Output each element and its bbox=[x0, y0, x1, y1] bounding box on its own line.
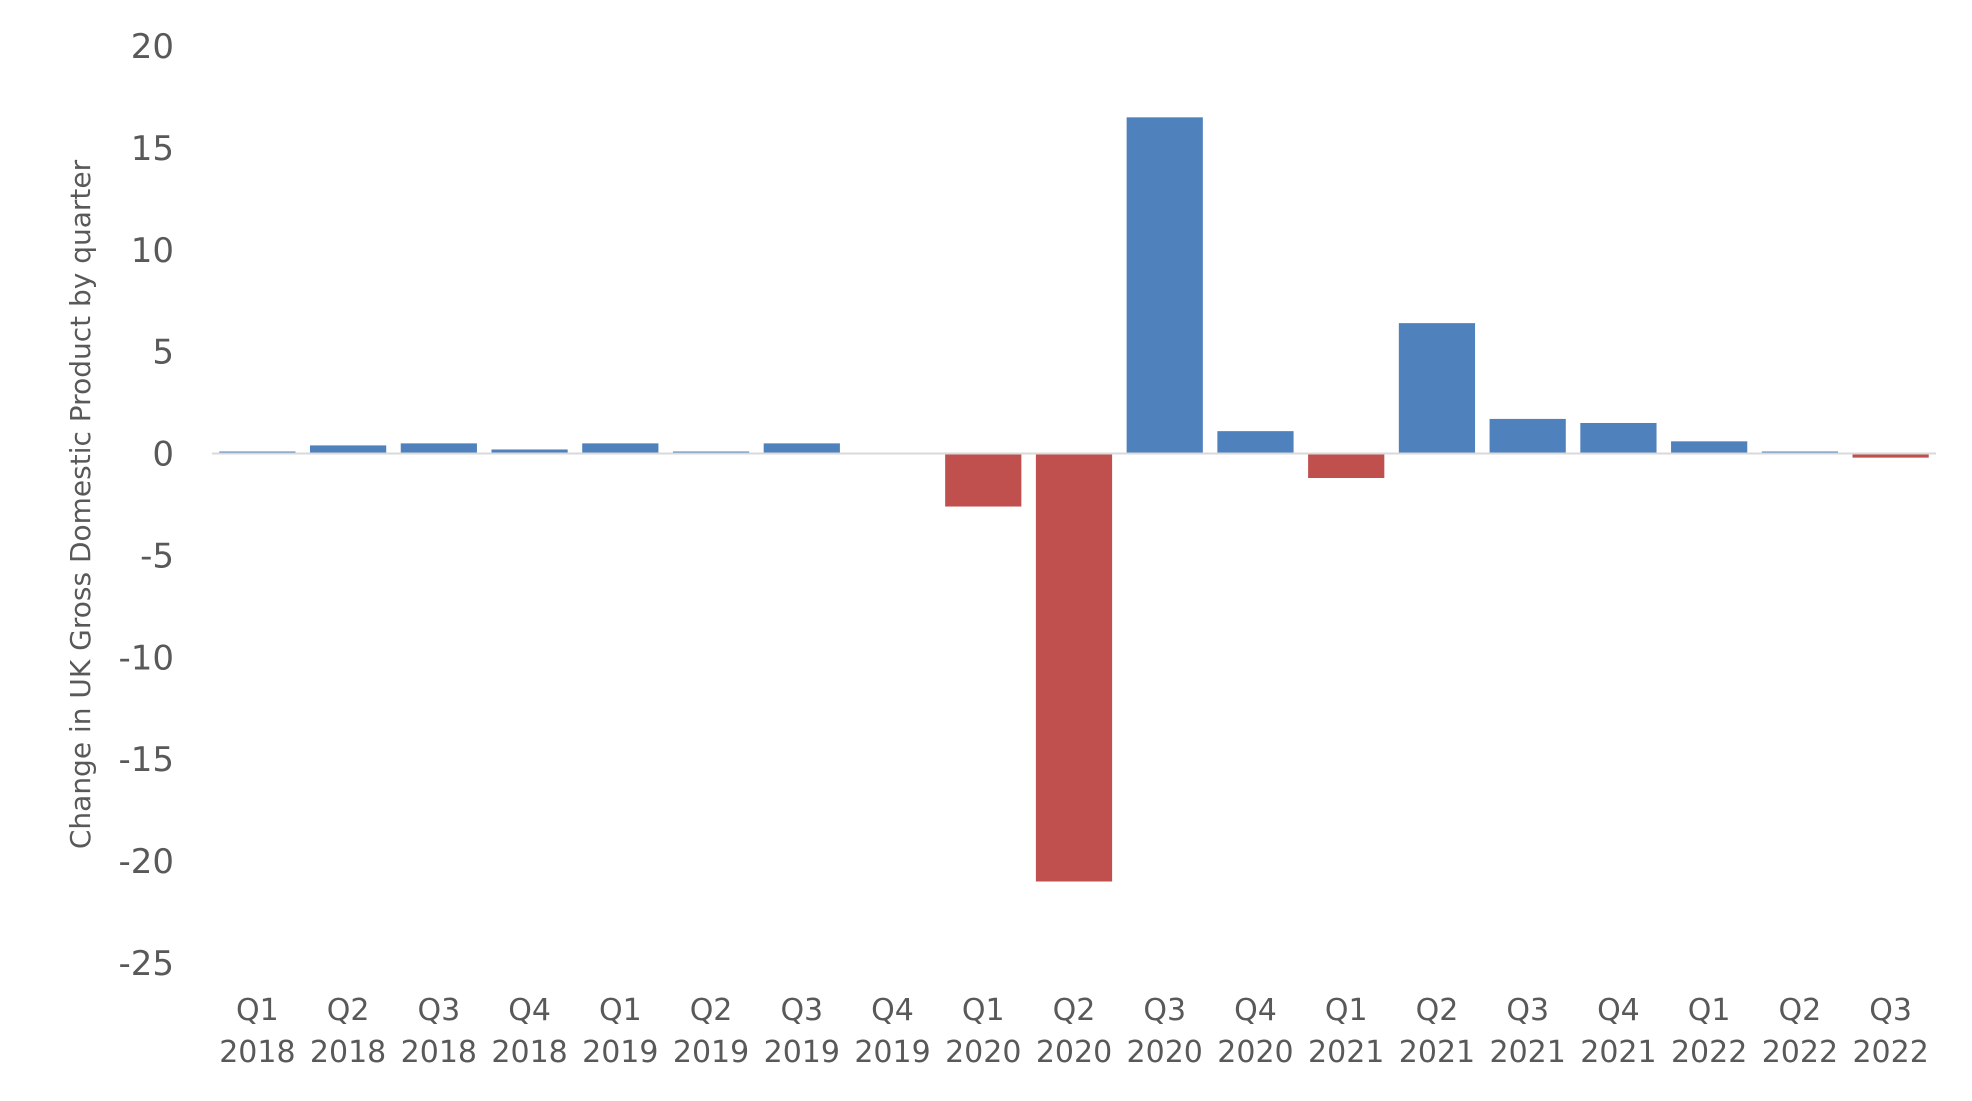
bar-q1-2018 bbox=[219, 451, 296, 454]
bar-q2-2018 bbox=[309, 445, 387, 454]
bar-q3-2021 bbox=[1489, 418, 1566, 454]
x-tick-quarter: Q3 bbox=[1506, 993, 1549, 1028]
x-tick-quarter: Q4 bbox=[1234, 993, 1277, 1028]
bar-q3-2022 bbox=[1852, 453, 1929, 458]
x-tick-year: 2020 bbox=[1127, 1035, 1203, 1070]
x-tick-year: 2020 bbox=[1217, 1035, 1293, 1070]
x-tick-quarter: Q4 bbox=[508, 993, 551, 1028]
bar-q3-2020 bbox=[1126, 117, 1203, 454]
bar-q4-2021 bbox=[1580, 422, 1657, 454]
x-axis-labels: Q1 2018 Q2 2018 Q3 2018 Q4 2018 Q1 2019 Q2 2019 Q3 20… bbox=[219, 993, 1929, 1070]
bar-q3-2018 bbox=[400, 443, 477, 454]
x-tick-quarter: Q3 bbox=[780, 993, 823, 1028]
x-tick-quarter: Q2 bbox=[1053, 993, 1096, 1028]
x-tick-year: 2019 bbox=[673, 1035, 749, 1070]
y-tick-label: -20 bbox=[118, 842, 174, 882]
bar-q1-2022 bbox=[1671, 441, 1748, 454]
bar-q3-2019 bbox=[763, 443, 840, 454]
x-tick-year: 2021 bbox=[1308, 1035, 1384, 1070]
x-tick-year: 2021 bbox=[1490, 1035, 1566, 1070]
x-tick-quarter: Q3 bbox=[1869, 993, 1912, 1028]
x-tick-quarter: Q1 bbox=[1688, 993, 1731, 1028]
y-tick-label: -5 bbox=[140, 536, 174, 576]
bar-q1-2019 bbox=[582, 443, 659, 454]
x-tick-quarter: Q2 bbox=[327, 993, 370, 1028]
x-tick-quarter: Q1 bbox=[599, 993, 642, 1028]
y-tick-label: 10 bbox=[131, 231, 174, 271]
x-tick-year: 2022 bbox=[1852, 1035, 1928, 1070]
bar-q4-2018 bbox=[491, 449, 568, 454]
x-tick-year: 2018 bbox=[401, 1035, 477, 1070]
y-axis-title: Change in UK Gross Domestic Product by q… bbox=[64, 159, 97, 849]
y-axis-ticks: 20 15 10 5 0 -5 -10 -15 -20 -25 bbox=[118, 27, 174, 984]
x-tick-year: 2022 bbox=[1671, 1035, 1747, 1070]
y-tick-label: 20 bbox=[131, 27, 174, 67]
x-tick-quarter: Q2 bbox=[1779, 993, 1822, 1028]
x-tick-year: 2018 bbox=[310, 1035, 386, 1070]
x-tick-year: 2021 bbox=[1399, 1035, 1475, 1070]
bar-q2-2022 bbox=[1761, 451, 1839, 454]
bar-q1-2020 bbox=[945, 453, 1022, 507]
x-tick-year: 2018 bbox=[219, 1035, 295, 1070]
y-tick-label: 0 bbox=[152, 435, 174, 475]
bar-q1-2021 bbox=[1308, 453, 1385, 479]
x-tick-year: 2020 bbox=[945, 1035, 1021, 1070]
y-tick-label: 15 bbox=[131, 129, 174, 169]
x-tick-quarter: Q1 bbox=[236, 993, 279, 1028]
x-tick-year: 2020 bbox=[1036, 1035, 1112, 1070]
x-tick-year: 2019 bbox=[764, 1035, 840, 1070]
x-tick-quarter: Q3 bbox=[1143, 993, 1186, 1028]
x-tick-year: 2018 bbox=[491, 1035, 567, 1070]
bar-q2-2019 bbox=[672, 451, 750, 454]
bar-q2-2020 bbox=[1035, 453, 1113, 882]
x-tick-year: 2019 bbox=[582, 1035, 658, 1070]
x-tick-year: 2021 bbox=[1580, 1035, 1656, 1070]
x-tick-year: 2019 bbox=[854, 1035, 930, 1070]
y-tick-label: -25 bbox=[118, 944, 174, 984]
y-tick-label: -10 bbox=[118, 638, 174, 678]
bar-q4-2020 bbox=[1217, 431, 1294, 454]
x-tick-quarter: Q4 bbox=[1597, 993, 1640, 1028]
bars bbox=[219, 117, 1929, 882]
x-tick-quarter: Q2 bbox=[1416, 993, 1459, 1028]
x-tick-quarter: Q4 bbox=[871, 993, 914, 1028]
x-tick-quarter: Q2 bbox=[690, 993, 733, 1028]
x-tick-year: 2022 bbox=[1762, 1035, 1838, 1070]
x-tick-quarter: Q1 bbox=[962, 993, 1005, 1028]
x-tick-quarter: Q1 bbox=[1325, 993, 1368, 1028]
y-tick-label: 5 bbox=[152, 333, 174, 373]
y-tick-label: -15 bbox=[118, 740, 174, 780]
bar-q2-2021 bbox=[1398, 323, 1476, 454]
x-tick-quarter: Q3 bbox=[417, 993, 460, 1028]
